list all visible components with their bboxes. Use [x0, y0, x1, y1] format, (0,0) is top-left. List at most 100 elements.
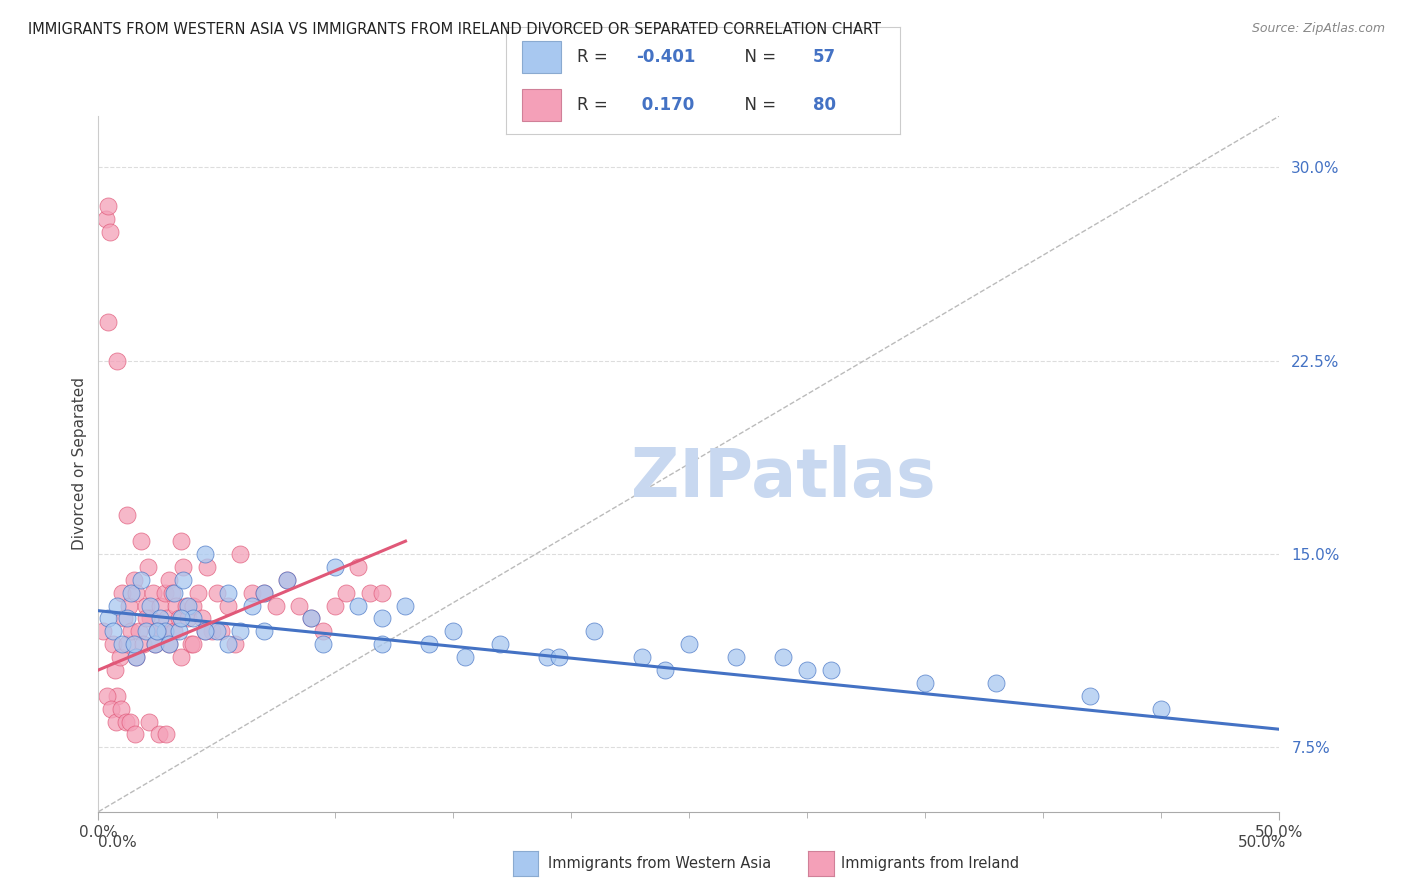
Point: [100, 701, 122, 715]
Point: [105, 689, 128, 703]
Point: [98, 225, 121, 239]
Point: [150, 624, 173, 639]
Point: [299, 611, 322, 625]
Point: [167, 611, 190, 625]
Point: [110, 701, 132, 715]
Point: [441, 624, 464, 639]
Point: [240, 599, 263, 613]
Point: [1080, 689, 1102, 703]
Point: [143, 637, 166, 651]
Text: R =: R =: [576, 96, 613, 114]
Point: [181, 599, 204, 613]
Point: [157, 573, 180, 587]
Text: Immigrants from Ireland: Immigrants from Ireland: [841, 856, 1019, 871]
Point: [157, 637, 180, 651]
Point: [125, 650, 148, 665]
Point: [167, 624, 190, 639]
Point: [195, 560, 218, 574]
Y-axis label: Divorced or Separated: Divorced or Separated: [72, 377, 87, 550]
Point: [139, 611, 162, 625]
Point: [914, 676, 936, 690]
Text: N =: N =: [734, 96, 782, 114]
Point: [129, 573, 152, 587]
Point: [170, 534, 193, 549]
Point: [105, 353, 128, 368]
Text: 80: 80: [813, 96, 837, 114]
Point: [548, 650, 571, 665]
Point: [163, 585, 186, 599]
Point: [347, 560, 370, 574]
Point: [217, 637, 239, 651]
Point: [323, 560, 346, 574]
Point: [142, 585, 165, 599]
Point: [489, 637, 512, 651]
Point: [170, 611, 193, 625]
Text: 0.170: 0.170: [636, 96, 695, 114]
Text: Immigrants from Western Asia: Immigrants from Western Asia: [548, 856, 772, 871]
Point: [371, 637, 394, 651]
Point: [148, 727, 170, 741]
Point: [312, 637, 335, 651]
Point: [111, 637, 134, 651]
Point: [725, 650, 748, 665]
Point: [772, 650, 794, 665]
Point: [146, 624, 169, 639]
Point: [323, 599, 346, 613]
Point: [536, 650, 558, 665]
Point: [122, 573, 145, 587]
Point: [796, 663, 818, 677]
Point: [177, 611, 200, 625]
Point: [172, 560, 194, 574]
Point: [177, 599, 200, 613]
Point: [335, 585, 357, 599]
Point: [132, 637, 155, 651]
Point: [96, 689, 118, 703]
Point: [984, 676, 1007, 690]
Point: [157, 637, 180, 651]
Point: [312, 624, 335, 639]
Point: [191, 611, 214, 625]
Point: [240, 585, 263, 599]
Point: [276, 573, 298, 587]
Point: [276, 573, 298, 587]
Point: [155, 727, 177, 741]
Point: [125, 585, 148, 599]
Point: [187, 585, 209, 599]
Point: [371, 585, 394, 599]
Point: [583, 624, 606, 639]
Point: [170, 650, 193, 665]
Point: [135, 611, 157, 625]
Point: [180, 637, 202, 651]
Point: [160, 585, 183, 599]
Text: 57: 57: [813, 48, 837, 66]
Text: 0.0%: 0.0%: [98, 836, 138, 850]
Point: [299, 611, 322, 625]
Point: [453, 650, 475, 665]
Point: [149, 611, 172, 625]
Point: [143, 637, 166, 651]
Point: [111, 585, 134, 599]
Point: [394, 599, 416, 613]
Point: [139, 599, 162, 613]
Point: [359, 585, 381, 599]
Point: [115, 611, 138, 625]
Point: [253, 585, 276, 599]
Point: [121, 624, 143, 639]
Text: R =: R =: [576, 48, 613, 66]
Point: [253, 585, 276, 599]
Point: [101, 624, 124, 639]
Point: [205, 585, 228, 599]
Point: [105, 714, 128, 729]
Point: [108, 650, 131, 665]
Point: [1150, 701, 1173, 715]
Point: [91, 624, 114, 639]
Point: [124, 727, 146, 741]
Point: [229, 624, 252, 639]
Point: [264, 599, 287, 613]
Point: [146, 624, 169, 639]
Point: [172, 573, 194, 587]
Point: [156, 611, 179, 625]
Point: [121, 585, 143, 599]
Text: N =: N =: [734, 48, 782, 66]
Point: [630, 650, 652, 665]
